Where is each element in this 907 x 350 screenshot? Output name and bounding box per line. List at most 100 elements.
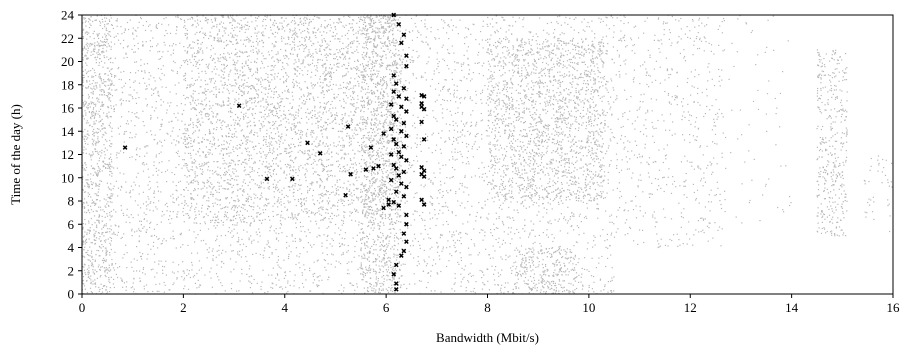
gray-dot bbox=[285, 17, 287, 19]
gray-dot bbox=[92, 144, 94, 146]
gray-dot bbox=[84, 288, 86, 290]
gray-dot bbox=[344, 238, 346, 240]
gray-dot bbox=[110, 229, 112, 231]
gray-dot bbox=[392, 174, 394, 176]
gray-dot bbox=[295, 61, 297, 63]
gray-dot bbox=[277, 200, 279, 202]
gray-dot bbox=[201, 27, 203, 29]
gray-dot bbox=[321, 164, 323, 166]
gray-dot bbox=[201, 211, 203, 213]
gray-dot bbox=[216, 203, 218, 206]
gray-dot bbox=[90, 165, 92, 167]
gray-dot bbox=[193, 140, 195, 142]
gray-dot bbox=[376, 119, 378, 121]
gray-dot bbox=[196, 121, 198, 124]
gray-dot bbox=[294, 49, 296, 51]
gray-dot bbox=[326, 84, 328, 86]
gray-dot bbox=[110, 24, 113, 26]
gray-dot bbox=[361, 147, 363, 150]
gray-dot bbox=[311, 71, 313, 73]
gray-dot bbox=[198, 72, 200, 74]
gray-dot bbox=[333, 145, 335, 147]
gray-dot bbox=[311, 44, 313, 47]
gray-dot bbox=[242, 203, 244, 206]
gray-dot bbox=[300, 203, 302, 205]
gray-dot bbox=[299, 41, 301, 43]
gray-dot bbox=[352, 183, 354, 185]
gray-dot bbox=[85, 62, 87, 64]
gray-dot bbox=[96, 271, 98, 273]
gray-dot bbox=[215, 73, 217, 75]
gray-dot bbox=[92, 67, 94, 70]
gray-dot bbox=[226, 142, 228, 144]
gray-dot bbox=[197, 279, 199, 281]
gray-dot bbox=[348, 273, 350, 275]
gray-dot bbox=[98, 62, 100, 64]
gray-dot bbox=[271, 79, 273, 81]
gray-dot bbox=[272, 149, 274, 151]
gray-dot bbox=[399, 90, 401, 92]
gray-dot bbox=[306, 27, 308, 29]
gray-dot bbox=[307, 63, 309, 65]
gray-dot bbox=[155, 167, 157, 169]
gray-dot bbox=[310, 82, 312, 84]
gray-dot bbox=[253, 278, 255, 281]
gray-dot bbox=[274, 19, 276, 21]
gray-dot bbox=[184, 136, 186, 138]
gray-dot bbox=[258, 187, 260, 189]
gray-dot bbox=[101, 105, 103, 107]
gray-dot bbox=[251, 158, 253, 160]
gray-dot bbox=[198, 52, 200, 54]
gray-dot bbox=[186, 52, 188, 54]
gray-dot bbox=[85, 166, 88, 169]
gray-dot bbox=[107, 163, 109, 165]
gray-dot bbox=[397, 91, 399, 93]
gray-dot bbox=[288, 152, 290, 154]
gray-dot bbox=[231, 250, 233, 252]
gray-dot bbox=[294, 158, 296, 160]
gray-dot bbox=[90, 103, 93, 105]
gray-dot bbox=[83, 168, 85, 170]
gray-dot bbox=[206, 182, 208, 184]
gray-dot bbox=[224, 56, 226, 58]
gray-dot bbox=[363, 58, 365, 60]
gray-dot bbox=[186, 32, 188, 35]
gray-dot bbox=[347, 38, 349, 40]
gray-dot bbox=[149, 50, 151, 52]
gray-dot bbox=[232, 224, 234, 226]
gray-dot bbox=[275, 228, 277, 230]
gray-dot bbox=[92, 182, 94, 184]
gray-dot bbox=[163, 238, 165, 240]
gray-dot bbox=[366, 122, 368, 124]
gray-dot bbox=[385, 122, 387, 124]
gray-dot bbox=[235, 261, 237, 263]
gray-dot bbox=[109, 97, 111, 99]
gray-dot bbox=[192, 47, 194, 49]
gray-dot bbox=[380, 93, 382, 95]
gray-dot bbox=[363, 287, 365, 289]
gray-dot bbox=[152, 245, 154, 247]
gray-dot bbox=[268, 166, 270, 168]
gray-dot bbox=[294, 34, 297, 36]
gray-dot bbox=[153, 196, 155, 198]
gray-dot bbox=[169, 91, 171, 93]
gray-dot bbox=[206, 187, 208, 189]
gray-dot bbox=[156, 181, 158, 183]
gray-dot bbox=[104, 17, 106, 19]
gray-dot bbox=[102, 285, 105, 287]
gray-dot bbox=[279, 59, 282, 61]
gray-dot bbox=[115, 180, 117, 182]
gray-dot bbox=[101, 89, 103, 91]
gray-dot bbox=[146, 131, 148, 133]
gray-dot bbox=[320, 126, 322, 128]
gray-dot bbox=[99, 20, 101, 22]
gray-dot bbox=[83, 28, 85, 30]
gray-dot bbox=[177, 271, 179, 273]
gray-dot bbox=[216, 264, 218, 266]
gray-dot bbox=[194, 90, 196, 92]
gray-dot bbox=[338, 136, 340, 138]
gray-dot bbox=[379, 66, 381, 68]
gray-dot bbox=[272, 173, 274, 175]
gray-dot bbox=[313, 31, 315, 33]
gray-dot bbox=[300, 20, 302, 22]
